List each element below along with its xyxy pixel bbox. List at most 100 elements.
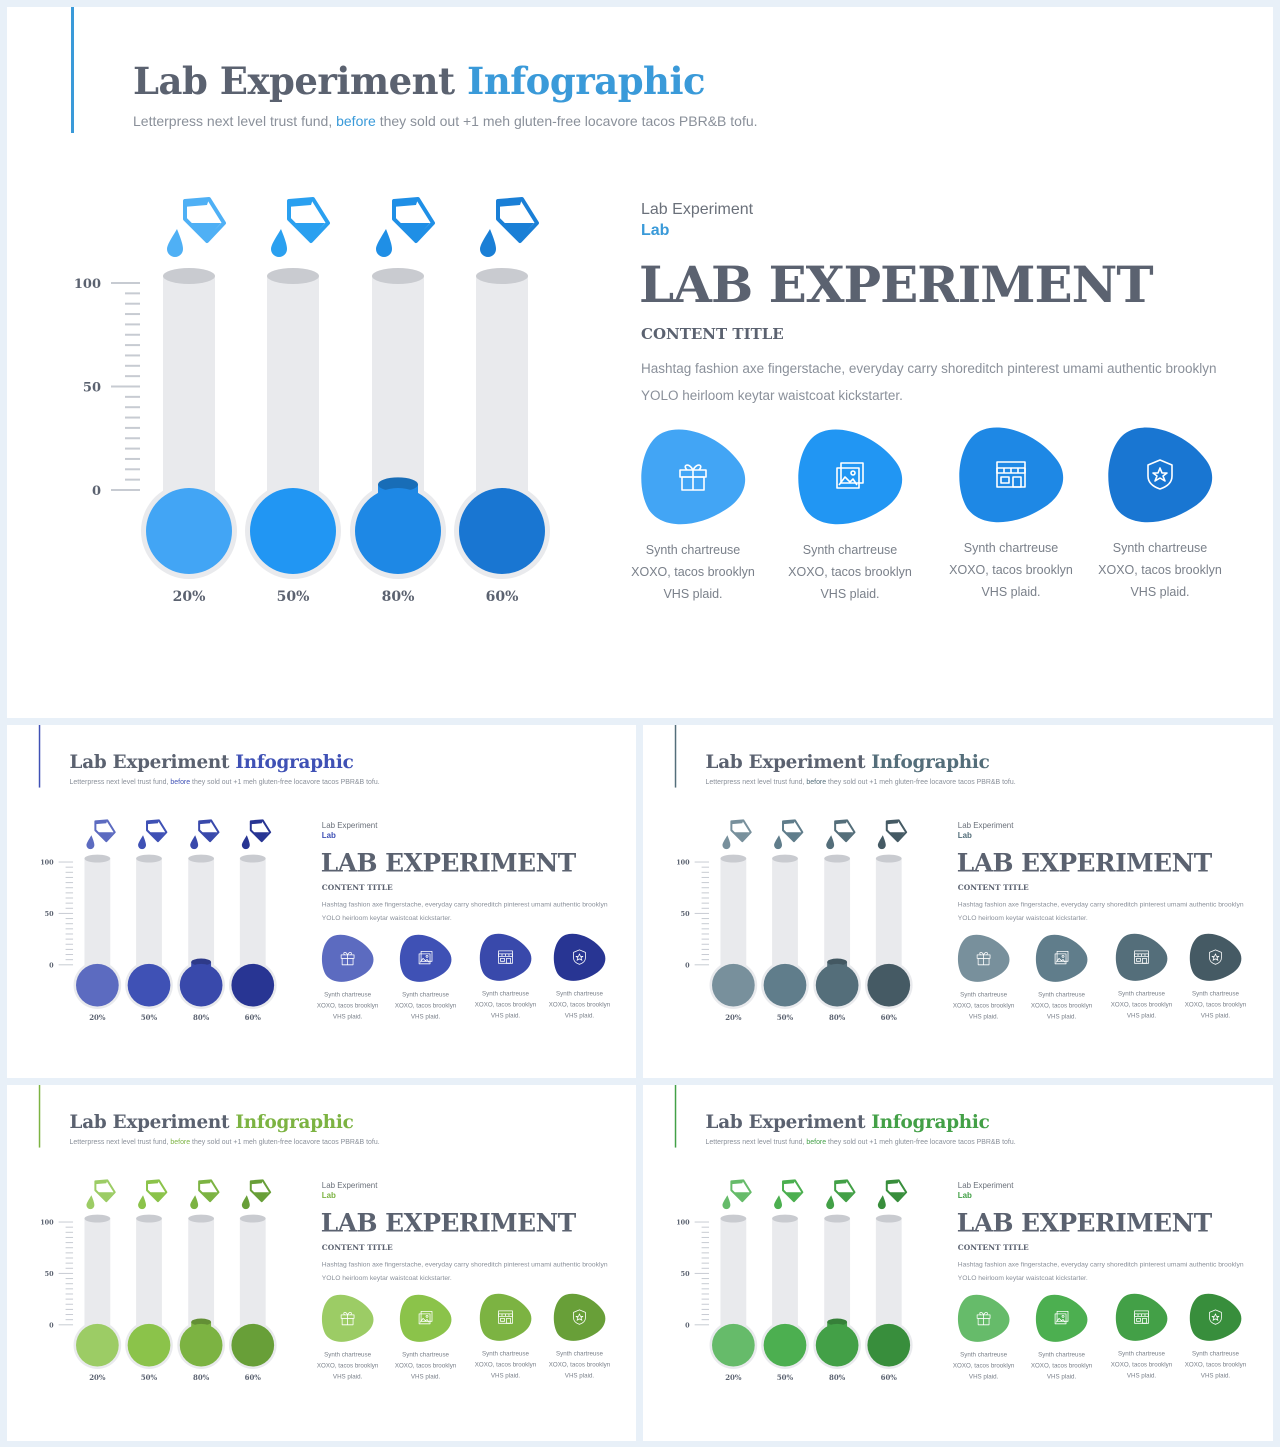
feature-text-line: VHS plaid.	[332, 1012, 363, 1020]
shield-star-icon	[1209, 1309, 1222, 1325]
bar-fill-top	[191, 958, 212, 966]
pouring-beaker-icon	[774, 1179, 804, 1210]
feature-badge	[321, 934, 374, 982]
section-label: Lab Experiment	[321, 1181, 378, 1190]
y-tick-label: 50	[681, 1270, 690, 1278]
thermometer-bar: 50%	[125, 1179, 173, 1382]
pouring-beaker-icon	[190, 819, 220, 850]
body-line-2: YOLO heirloom keytar waistcoat kickstart…	[321, 914, 452, 922]
x-category-label: 20%	[89, 1013, 106, 1022]
feature-text-line: XOXO, tacos brooklyn	[1184, 1001, 1247, 1009]
feature-description: Synth chartreuse XOXO, tacos brooklyn VHS …	[623, 539, 763, 605]
feature-text-line: VHS plaid.	[1046, 1012, 1077, 1020]
section-sublabel: Lab	[957, 1191, 972, 1201]
feature-badge	[399, 934, 452, 982]
content-title: CONTENT TITLE	[321, 882, 393, 892]
bar-fill-top	[378, 477, 418, 492]
feature-item: Synth chartreuse XOXO, tacos brooklyn VHS …	[391, 933, 461, 1022]
title-accent-text: Infographic	[235, 1110, 354, 1133]
thermometer-bar: 20%	[709, 819, 758, 1022]
feature-badge	[641, 429, 746, 525]
image-gallery-icon	[418, 951, 433, 965]
feature-item: Synth chartreuse XOXO, tacos brooklyn VHS …	[1027, 1293, 1097, 1382]
slide-title: Lab Experiment Infographic	[706, 751, 990, 773]
title-accent-text: Infographic	[871, 1110, 990, 1133]
subtitle-text-end: they sold out +1 meh gluten-free locavor…	[379, 113, 758, 129]
x-category-label: 60%	[881, 1013, 898, 1022]
feature-text-line: XOXO, tacos brooklyn	[631, 565, 755, 579]
feature-text-line: VHS plaid.	[410, 1372, 441, 1380]
section-sublabel: Lab	[321, 1191, 336, 1201]
thermometer-bar: 20%	[141, 197, 237, 605]
subtitle-accent-word: before	[170, 777, 191, 786]
feature-badge	[1189, 1293, 1242, 1341]
body-line-2: YOLO heirloom keytar waistcoat kickstart…	[321, 1274, 452, 1282]
bulb	[231, 963, 275, 1007]
body-text: Hashtag fashion axe fingerstache, everyd…	[641, 355, 1221, 409]
body-line-1: Hashtag fashion axe fingerstache, everyd…	[641, 361, 1217, 376]
thermometer-chart: 100 50 0 20% 50% 80% 60%	[40, 1179, 277, 1382]
pouring-beaker-icon	[167, 197, 226, 257]
thermometer-bar: 80%	[177, 1179, 225, 1382]
thermometer-chart: 100 50 0 20% 50% 80% 60%	[74, 197, 550, 605]
feature-text-line: XOXO, tacos brooklyn	[1030, 1362, 1093, 1369]
section-sublabel: Lab	[321, 831, 336, 841]
storefront-icon	[1134, 950, 1149, 964]
pouring-beaker-icon	[877, 1179, 908, 1210]
pouring-beaker-icon	[826, 1179, 856, 1210]
subtitle-text-start: Letterpress next level trust fund,	[705, 777, 805, 786]
feature-item: Synth chartreuse XOXO, tacos brooklyn VHS …	[941, 423, 1081, 603]
slide-subtitle: Letterpress next level trust fund, befor…	[133, 113, 758, 129]
feature-text-line: XOXO, tacos brooklyn	[316, 1362, 379, 1369]
feature-text-line: Synth chartreuse	[1118, 1350, 1165, 1358]
thermometer-bar: 60%	[454, 197, 550, 605]
slide-subtitle: Letterpress next level trust fund, befor…	[70, 778, 380, 786]
main-heading: LAB EXPERIMENT	[956, 1208, 1212, 1238]
feature-text-line: VHS plaid.	[490, 1371, 521, 1379]
y-axis: 100 50 0	[40, 859, 74, 969]
feature-text-line: Synth chartreuse	[1192, 1350, 1239, 1358]
bulb	[146, 488, 232, 574]
feature-text-line: XOXO, tacos brooklyn	[1110, 1001, 1173, 1009]
storefront-icon	[1134, 1310, 1149, 1324]
title-main-text: Lab Experiment	[705, 750, 866, 773]
feature-description: Synth chartreuse XOXO, tacos brooklyn VHS …	[949, 989, 1019, 1022]
shield-star-icon	[573, 949, 586, 965]
pouring-beaker-icon	[190, 1179, 220, 1210]
feature-item: Synth chartreuse XOXO, tacos brooklyn VHS …	[1027, 933, 1097, 1022]
thermometer-chart: 100 50 0 20% 50% 80% 60%	[40, 819, 277, 1022]
subtitle-accent-word: before	[336, 113, 376, 129]
slide-subtitle: Letterpress next level trust fund, befor…	[706, 778, 1016, 786]
pouring-beaker-icon	[774, 819, 804, 850]
y-tick-label: 100	[676, 1219, 690, 1227]
feature-description: Synth chartreuse XOXO, tacos brooklyn VHS …	[471, 988, 541, 1021]
title-accent-line	[38, 725, 41, 788]
thermometer-chart: 100 50 0 20% 50% 80% 60%	[676, 819, 913, 1022]
y-tick-label: 0	[685, 961, 690, 969]
feature-text-line: XOXO, tacos brooklyn	[1184, 1361, 1247, 1369]
thermometer-bar: 50%	[125, 819, 173, 1022]
bulb	[867, 963, 911, 1007]
x-category-label: 60%	[881, 1373, 898, 1382]
feature-item: Synth chartreuse XOXO, tacos brooklyn VHS …	[545, 932, 615, 1021]
feature-text-line: Synth chartreuse	[1118, 990, 1165, 998]
bulb	[459, 488, 545, 574]
y-tick-label: 100	[676, 859, 690, 867]
feature-text-line: Synth chartreuse	[1038, 1351, 1086, 1359]
title-main-text: Lab Experiment	[133, 59, 455, 103]
x-category-label: 20%	[89, 1373, 106, 1382]
feature-description: Synth chartreuse XOXO, tacos brooklyn VHS …	[780, 539, 920, 605]
feature-text-line: Synth chartreuse	[963, 541, 1059, 555]
bar-fill-top	[827, 1318, 848, 1326]
title-accent-line	[71, 7, 74, 133]
feature-badge	[959, 427, 1064, 523]
feature-text-line: Synth chartreuse	[482, 990, 529, 998]
gift-icon	[340, 1312, 355, 1326]
content-title: CONTENT TITLE	[957, 882, 1029, 892]
feature-text-line: XOXO, tacos brooklyn	[548, 1001, 611, 1009]
pouring-beaker-icon	[241, 819, 272, 850]
x-category-label: 80%	[382, 589, 415, 605]
y-tick-label: 50	[83, 381, 101, 396]
feature-text-line: Synth chartreuse	[324, 1351, 372, 1359]
feature-text-line: Synth chartreuse	[324, 991, 372, 999]
